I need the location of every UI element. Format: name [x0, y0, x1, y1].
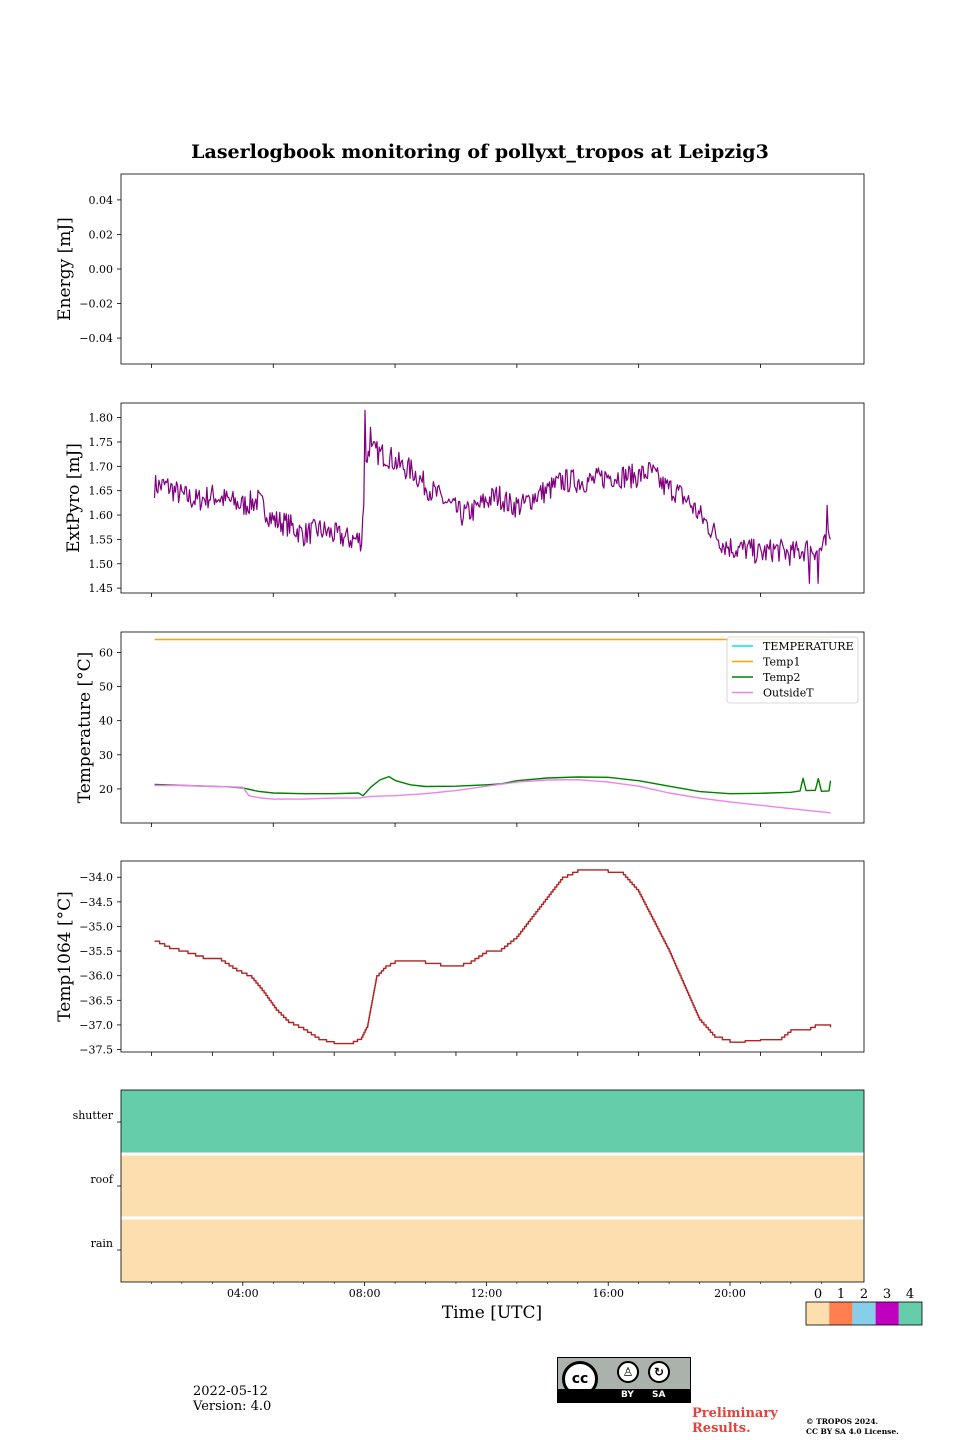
y-tick-label: 0.00 [89, 263, 114, 276]
y-tick-label: 0.02 [89, 228, 114, 241]
x-tick-label: 20:00 [714, 1287, 746, 1300]
series-group [154, 638, 832, 814]
y-tick-label: −34.0 [79, 871, 113, 884]
y-axis-label: Temp1064 [°C] [55, 891, 75, 1022]
copyright-notice: © TROPOS 2024. CC BY SA 4.0 License. [806, 1417, 899, 1437]
colorbar-swatch-2 [852, 1302, 876, 1325]
colorbar-swatch-1 [829, 1302, 853, 1325]
chart-title: Laserlogbook monitoring of pollyxt_tropo… [191, 141, 769, 163]
version-label: Version: 4.0 [193, 1399, 272, 1414]
colorbar-swatch-3 [875, 1302, 899, 1325]
plot-area [121, 861, 864, 1052]
panel-status: shutter roof rain 04:00 08:00 12:00 16:00 20:00 [73, 1089, 865, 1300]
legend-entry: OutsideT [763, 687, 814, 700]
y-axis-label: ExtPyro [mJ] [64, 443, 84, 553]
y-tick-label: 1.75 [89, 436, 114, 449]
y-tick-label: 60 [99, 646, 113, 659]
axes-frame [120, 402, 865, 594]
cc-license-badge: cc ♙ ↻ BY SA [557, 1357, 691, 1403]
plot-area [121, 174, 864, 364]
axes-frame [120, 631, 865, 824]
y-tick-label: −35.5 [79, 945, 113, 958]
x-tick-label: 08:00 [349, 1287, 381, 1300]
y-tick-label: 20 [99, 783, 113, 796]
x-axis-label: Time [UTC] [442, 1303, 542, 1323]
share-alike-icon: ↻ [648, 1361, 670, 1383]
panel-extpyro: 1.80 1.75 1.70 1.65 1.60 1.55 1.50 1.45 ExtPyro … [64, 402, 865, 597]
y-tick-label: 1.65 [89, 485, 114, 498]
series-group [153, 409, 832, 584]
legend-entry: Temp2 [763, 671, 800, 684]
preliminary-line-1: Preliminary [692, 1406, 778, 1421]
y-tick-label: 0.04 [89, 194, 114, 207]
legend-box [726, 636, 859, 704]
status-row-shutter [121, 1090, 864, 1154]
status-row-label: roof [90, 1173, 114, 1186]
y-tick-label: −35.0 [79, 920, 113, 933]
colorbar-frame [805, 1301, 923, 1326]
attribution-icon: ♙ [617, 1361, 639, 1383]
colorbar-tick-label: 2 [860, 1287, 868, 1302]
date-label: 2022-05-12 [193, 1384, 268, 1399]
y-tick-label: 30 [99, 749, 113, 762]
series-group [154, 869, 832, 1045]
x-tick-label: 16:00 [592, 1287, 624, 1300]
y-tick-label: −0.04 [79, 332, 113, 345]
colorbar-tick-label: 1 [837, 1287, 845, 1302]
colorbar-tick-label: 0 [814, 1287, 822, 1302]
y-tick-label: 1.70 [89, 460, 114, 473]
colorbar-tick-label: 4 [906, 1287, 914, 1302]
legend-entry: Temp1 [763, 656, 800, 669]
cc-badge-bar [558, 1389, 690, 1402]
status-row-label: rain [91, 1237, 113, 1250]
legend-entry: TEMPERATURE [763, 640, 854, 653]
y-tick-label: 40 [99, 715, 113, 728]
x-tick-label: 04:00 [227, 1287, 259, 1300]
axes-frame [120, 173, 865, 365]
y-tick-label: 1.45 [89, 582, 114, 595]
colorbar-swatch-4 [898, 1302, 922, 1325]
y-tick-label: 1.80 [89, 412, 114, 425]
panel-energy: 0.04 0.02 0.00 −0.02 −0.04 Energy [mJ] [55, 173, 865, 368]
y-tick-label: 1.60 [89, 509, 114, 522]
y-tick-label: −0.02 [79, 298, 113, 311]
status-row-rain [121, 1218, 864, 1282]
axes-frame [120, 860, 865, 1053]
preliminary-line-2: Results. [692, 1421, 751, 1436]
panel-temp1064: −34.0 −34.5 −35.0 −35.5 −36.0 −36.5 −37.0 −37.5… [55, 860, 865, 1057]
legend: TEMPERATURE Temp1 Temp2 OutsideT [726, 636, 859, 704]
series-line-temp1064 [154, 869, 832, 1045]
status-row-label: shutter [73, 1109, 114, 1122]
x-tick-label: 12:00 [471, 1287, 503, 1300]
series-line-temp2 [154, 775, 832, 797]
y-tick-label: −37.0 [79, 1019, 113, 1032]
cc-sa-text: SA [652, 1390, 666, 1400]
y-tick-label: −34.5 [79, 896, 113, 909]
y-tick-label: 1.50 [89, 558, 114, 571]
colorbar-swatch-0 [806, 1302, 830, 1325]
cc-by-text: BY [621, 1390, 634, 1400]
series-line-extpyro [153, 409, 832, 584]
y-tick-label: −36.5 [79, 994, 113, 1007]
y-tick-label: −36.0 [79, 970, 113, 983]
copyright-line-1: © TROPOS 2024. [806, 1417, 879, 1426]
y-axis-label: Energy [mJ] [55, 217, 75, 321]
panels: 0.04 0.02 0.00 −0.02 −0.04 Energy [mJ] 1.80 1.7… [55, 173, 865, 1300]
y-tick-label: 1.55 [89, 533, 114, 546]
series-line-outsidet [154, 779, 831, 814]
copyright-line-2: CC BY SA 4.0 License. [806, 1427, 899, 1436]
colorbar-tick-label: 3 [883, 1287, 891, 1302]
panel-temperature: 60 50 40 30 20 Temperature [°C] TEMPERATURE Tem… [75, 631, 865, 827]
axes-frame [120, 1089, 865, 1283]
y-axis-label: Temperature [°C] [75, 652, 95, 804]
y-tick-label: 50 [99, 681, 113, 694]
status-row-roof [121, 1154, 864, 1218]
plot-area [121, 403, 864, 593]
y-tick-label: −37.5 [79, 1044, 113, 1057]
preliminary-notice: Preliminary Results. [692, 1406, 778, 1436]
